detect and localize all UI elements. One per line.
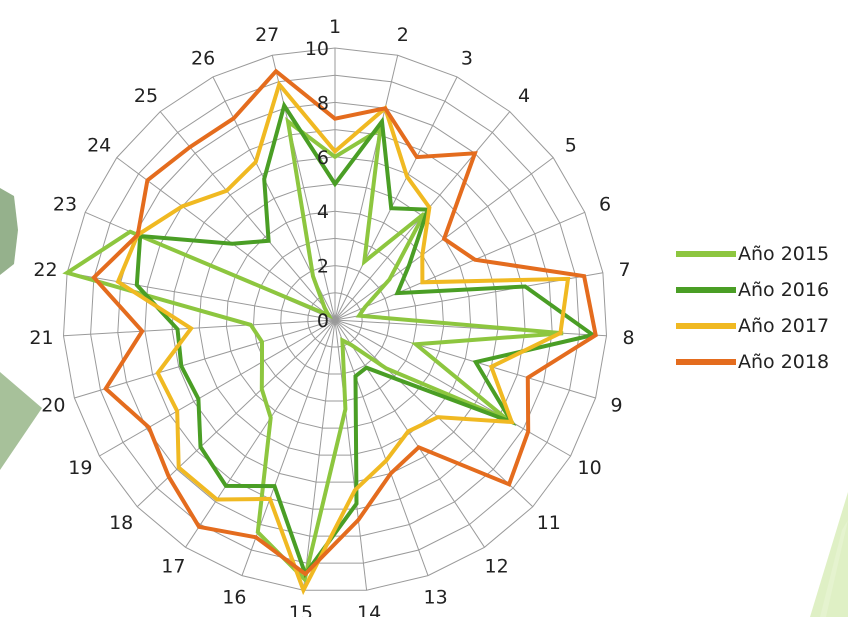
- legend-swatch: [676, 359, 736, 365]
- category-label: 14: [357, 602, 381, 617]
- category-label: 10: [578, 457, 602, 479]
- legend-item: Año 2017: [676, 308, 829, 344]
- tick-label: 10: [305, 38, 329, 60]
- series-line: [62, 116, 564, 584]
- category-label: 7: [618, 259, 630, 281]
- legend-swatch: [676, 251, 736, 257]
- grid-spoke: [334, 319, 485, 548]
- series-line: [115, 80, 571, 596]
- grid-spoke: [302, 319, 336, 591]
- grid-spoke: [136, 319, 336, 508]
- category-label: 26: [191, 47, 215, 69]
- category-label: 11: [537, 512, 561, 534]
- legend-label: Año 2016: [738, 279, 830, 301]
- grid-spoke: [334, 319, 534, 508]
- category-label: 4: [518, 85, 530, 107]
- grid-ring: [280, 265, 390, 375]
- grid-spoke: [334, 55, 399, 321]
- category-label: 9: [611, 394, 623, 416]
- category-label: 23: [53, 194, 77, 216]
- category-label: 13: [424, 586, 448, 608]
- legend-swatch: [676, 323, 736, 329]
- legend-item: Año 2015: [676, 236, 829, 272]
- grid-spoke: [334, 211, 585, 321]
- grid-spoke: [67, 272, 336, 321]
- grid-spoke: [271, 55, 336, 321]
- radial-tick-labels: 0 2 4 6 8 10: [305, 38, 329, 332]
- category-label: 25: [134, 85, 158, 107]
- tick-label: 2: [317, 256, 329, 278]
- tick-label: 6: [317, 147, 329, 169]
- grid-spoke: [334, 319, 368, 591]
- category-label: 5: [565, 134, 577, 156]
- grid-spoke: [334, 319, 429, 576]
- category-label: 1: [329, 16, 341, 38]
- category-label: 3: [461, 47, 473, 69]
- grid-spoke: [63, 319, 336, 337]
- series-line: [91, 68, 598, 577]
- legend-label: Año 2018: [738, 351, 830, 373]
- category-label: 16: [222, 586, 246, 608]
- legend-item: Año 2016: [676, 272, 829, 308]
- grid-ring: [225, 210, 445, 429]
- category-label: 8: [622, 327, 634, 349]
- grid-spoke: [116, 157, 336, 321]
- category-label: 22: [33, 259, 57, 281]
- legend-label: Año 2017: [738, 315, 830, 337]
- grid-ring: [90, 74, 580, 564]
- category-label: 18: [109, 512, 133, 534]
- grid-spoke: [334, 319, 596, 399]
- category-labels: 1 234567891011121314151617181920212223242…: [29, 16, 634, 617]
- grid-ring: [62, 47, 608, 591]
- category-label: 21: [29, 327, 53, 349]
- grid-ring: [144, 129, 526, 510]
- radar-series: [62, 68, 598, 596]
- legend-item: Año 2018: [676, 344, 829, 380]
- category-label: 20: [41, 394, 65, 416]
- category-label: 19: [68, 457, 92, 479]
- category-label: 2: [397, 24, 409, 46]
- tick-label: 0: [317, 310, 329, 332]
- tick-label: 4: [317, 201, 329, 223]
- chart-legend: Año 2015 Año 2016 Año 2017 Año 2018: [676, 236, 829, 380]
- legend-label: Año 2015: [738, 243, 830, 265]
- grid-spoke: [185, 319, 336, 548]
- category-label: 6: [599, 194, 611, 216]
- category-label: 24: [87, 134, 111, 156]
- grid-spoke: [334, 319, 571, 457]
- category-label: 15: [289, 602, 313, 617]
- grid-spoke: [334, 76, 458, 321]
- legend-swatch: [676, 287, 736, 293]
- tick-label: 8: [317, 92, 329, 114]
- series-line: [134, 100, 598, 579]
- category-label: 12: [485, 556, 509, 578]
- category-label: 17: [161, 556, 185, 578]
- grid-spoke: [74, 319, 336, 399]
- category-label: 27: [255, 24, 279, 46]
- grid-spoke: [99, 319, 336, 457]
